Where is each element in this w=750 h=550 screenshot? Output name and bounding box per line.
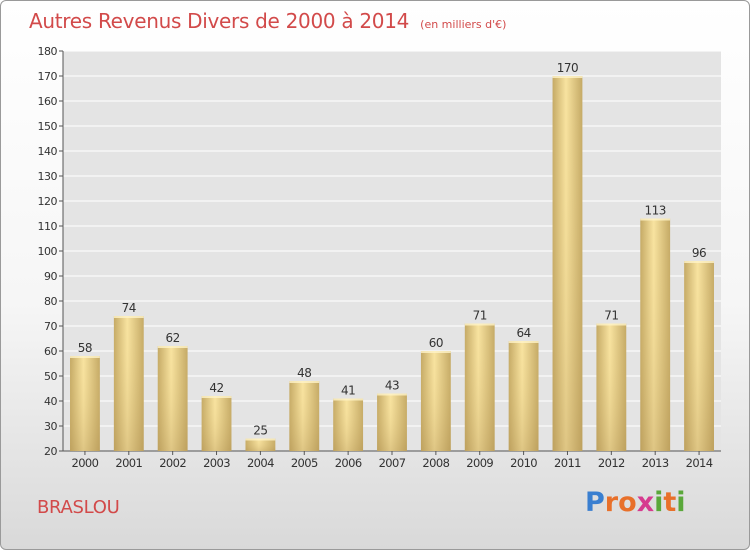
x-tick-label: 2001 xyxy=(115,456,142,470)
y-tick-label: 80 xyxy=(44,295,57,308)
data-label: 170 xyxy=(557,61,578,75)
x-tick-label: 2009 xyxy=(466,456,493,470)
data-label: 96 xyxy=(692,246,706,260)
bar-shade xyxy=(508,341,539,451)
y-tick-label: 110 xyxy=(38,220,58,233)
y-tick-label: 20 xyxy=(44,445,57,458)
bar-top xyxy=(508,341,539,343)
logo-letter: t xyxy=(663,487,677,518)
bar-shade xyxy=(640,218,671,451)
data-label: 64 xyxy=(516,326,530,340)
proxiti-logo: Proxiti xyxy=(585,487,686,518)
x-tick-label: 2004 xyxy=(247,456,274,470)
bar-top xyxy=(333,398,364,401)
logo-letter: P xyxy=(585,487,605,518)
y-tick-label: 130 xyxy=(38,170,58,183)
x-tick-label: 2010 xyxy=(510,456,537,470)
bar-top xyxy=(201,396,232,398)
title-block: Autres Revenus Divers de 2000 à 2014 (en… xyxy=(29,9,506,33)
y-tick-label: 90 xyxy=(44,270,57,283)
y-tick-label: 70 xyxy=(44,320,57,333)
y-tick-label: 160 xyxy=(38,95,58,108)
logo-letter: i xyxy=(654,487,664,518)
bar-shade xyxy=(245,438,276,451)
x-tick-label: 2013 xyxy=(642,456,669,470)
bar-shade xyxy=(596,323,627,451)
data-label: 25 xyxy=(253,424,267,438)
bar-shade xyxy=(377,393,407,451)
data-label: 42 xyxy=(209,381,223,395)
bar-shade xyxy=(201,396,232,451)
y-tick-label: 60 xyxy=(44,345,57,358)
logo-letter: r xyxy=(604,487,619,518)
bar-top xyxy=(684,261,714,263)
data-label: 71 xyxy=(604,309,618,323)
bar-top xyxy=(596,323,627,326)
bar-top xyxy=(113,316,144,318)
y-tick-label: 30 xyxy=(44,420,57,433)
y-tick-label: 50 xyxy=(44,370,57,383)
y-tick-label: 170 xyxy=(38,70,58,83)
bar-top xyxy=(245,438,276,441)
x-tick-label: 2006 xyxy=(335,456,362,470)
bar-shade xyxy=(464,323,495,451)
bar-top xyxy=(289,381,320,383)
x-tick-label: 2011 xyxy=(554,456,581,470)
x-tick-label: 2005 xyxy=(291,456,318,470)
bar-shade xyxy=(684,261,714,451)
data-label: 43 xyxy=(385,379,399,393)
bar-shade xyxy=(333,398,364,451)
bar-top xyxy=(157,346,188,348)
data-label: 62 xyxy=(166,331,180,345)
x-tick-label: 2000 xyxy=(71,456,98,470)
chart-title: Autres Revenus Divers de 2000 à 2014 xyxy=(29,9,410,33)
data-label: 113 xyxy=(644,204,665,218)
data-label: 58 xyxy=(78,341,92,355)
y-tick-label: 140 xyxy=(38,145,58,158)
x-tick-label: 2002 xyxy=(159,456,186,470)
bar-top xyxy=(377,393,407,396)
bar-top xyxy=(70,356,100,358)
bar-shade xyxy=(157,346,188,451)
data-label: 41 xyxy=(341,384,355,398)
bar-top xyxy=(640,218,671,221)
x-tick-label: 2012 xyxy=(598,456,625,470)
bar-shade xyxy=(289,381,320,451)
x-tick-label: 2007 xyxy=(379,456,406,470)
y-tick-label: 120 xyxy=(38,195,58,208)
data-label: 48 xyxy=(297,366,311,380)
logo-letter: x xyxy=(636,487,655,518)
commune-name: BRASLOU xyxy=(37,497,120,518)
data-label: 71 xyxy=(473,309,487,323)
logo-letter: o xyxy=(618,487,637,518)
bar-shade xyxy=(420,351,451,451)
data-label: 60 xyxy=(429,336,443,350)
bar-shade xyxy=(70,356,100,451)
y-tick-label: 150 xyxy=(38,120,58,133)
x-tick-label: 2008 xyxy=(422,456,449,470)
y-tick-label: 100 xyxy=(38,245,58,258)
y-tick-label: 40 xyxy=(44,395,57,408)
data-label: 74 xyxy=(122,301,136,315)
bar-top xyxy=(464,323,495,326)
y-tick-label: 180 xyxy=(38,45,58,58)
x-tick-label: 2003 xyxy=(203,456,230,470)
bar-top xyxy=(420,351,451,353)
bar-shade xyxy=(552,76,583,451)
x-tick-label: 2014 xyxy=(686,456,713,470)
chart-subtitle: (en milliers d'€) xyxy=(420,18,507,31)
bar-top xyxy=(552,76,583,78)
logo-letter: i xyxy=(676,487,686,518)
bar-shade xyxy=(113,316,144,451)
